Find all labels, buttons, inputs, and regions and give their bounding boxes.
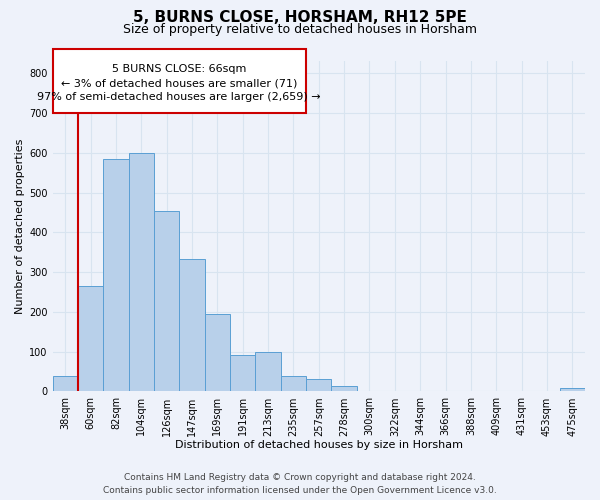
Bar <box>128 153 154 392</box>
Bar <box>230 356 256 392</box>
Bar <box>179 260 205 392</box>
Bar <box>103 159 128 392</box>
Text: 5 BURNS CLOSE: 66sqm
← 3% of detached houses are smaller (71)
97% of semi-detach: 5 BURNS CLOSE: 66sqm ← 3% of detached ho… <box>37 64 321 102</box>
Bar <box>154 212 179 392</box>
Bar <box>205 314 230 392</box>
FancyBboxPatch shape <box>53 50 306 113</box>
Text: 5, BURNS CLOSE, HORSHAM, RH12 5PE: 5, BURNS CLOSE, HORSHAM, RH12 5PE <box>133 10 467 25</box>
Bar <box>53 376 78 392</box>
Bar <box>256 352 281 392</box>
Bar <box>331 386 357 392</box>
Y-axis label: Number of detached properties: Number of detached properties <box>15 139 25 314</box>
Bar <box>281 376 306 392</box>
Bar <box>306 378 331 392</box>
Text: Size of property relative to detached houses in Horsham: Size of property relative to detached ho… <box>123 22 477 36</box>
Bar <box>560 388 585 392</box>
X-axis label: Distribution of detached houses by size in Horsham: Distribution of detached houses by size … <box>175 440 463 450</box>
Bar <box>78 286 103 392</box>
Text: Contains HM Land Registry data © Crown copyright and database right 2024.
Contai: Contains HM Land Registry data © Crown c… <box>103 474 497 495</box>
